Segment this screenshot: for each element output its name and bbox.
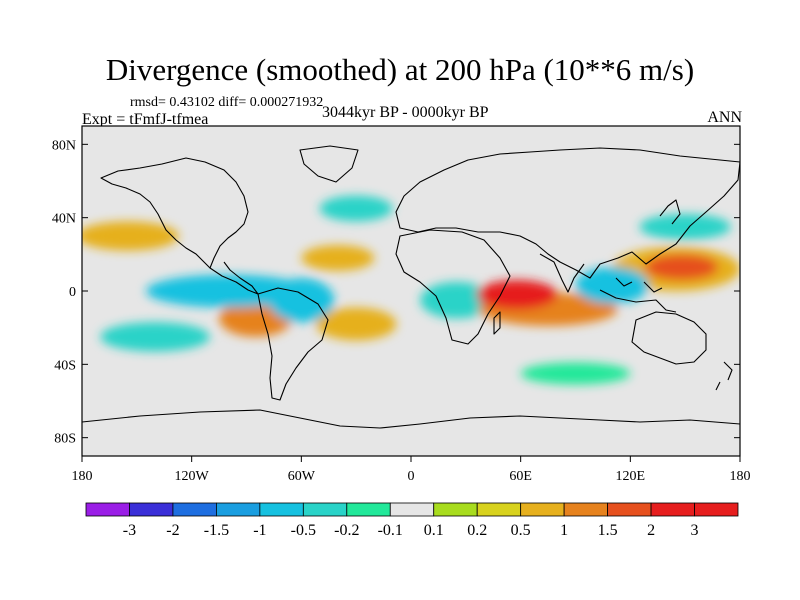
colorbar-label-3: -1 bbox=[253, 522, 266, 539]
x-tick-label-2: 60W bbox=[288, 469, 316, 484]
coast-south-america bbox=[257, 287, 329, 401]
season-label: ANN bbox=[707, 109, 742, 126]
field-southern-ocean-negative bbox=[520, 362, 631, 385]
field-south-atlantic-positive bbox=[315, 307, 397, 341]
colorbar-label-2: -1.5 bbox=[204, 522, 229, 539]
colorbar-label-0: -3 bbox=[123, 522, 136, 539]
colorbar-swatch-13 bbox=[650, 502, 695, 517]
colorbar-swatch-6 bbox=[346, 502, 391, 517]
colorbar-label-7: 0.1 bbox=[424, 522, 444, 539]
colorbar-swatch-4 bbox=[259, 502, 304, 517]
x-tick-label-4: 60E bbox=[509, 469, 532, 484]
colorbar: -3 -2 -1.5 -1 -0.5 -0.2 -0.1 0.1 0.2 0.5 1 1.5 2 3 bbox=[85, 502, 739, 539]
field-africa-negative bbox=[420, 281, 494, 319]
field-north-pacific-positive bbox=[82, 221, 179, 251]
stats-text: rmsd= 0.43102 diff= 0.000271932 bbox=[130, 95, 324, 110]
coast-north-america bbox=[100, 157, 249, 269]
experiment-label: Expt = tFmfJ-tfmea bbox=[82, 111, 209, 128]
colorbar-label-11: 1.5 bbox=[598, 522, 618, 539]
colorbar-swatch-2 bbox=[172, 502, 217, 517]
colorbar-swatch-14 bbox=[694, 502, 739, 517]
x-tick-label-3: 0 bbox=[408, 469, 415, 484]
period-label: 3044kyr BP - 0000kyr BP bbox=[322, 104, 489, 121]
coast-europe bbox=[395, 147, 740, 279]
colorbar-swatch-0 bbox=[85, 502, 130, 517]
y-tick-label-1: 40N bbox=[52, 212, 76, 227]
colorbar-swatch-12 bbox=[607, 502, 652, 517]
x-tick-label-5: 120E bbox=[616, 469, 646, 484]
colorbar-swatch-9 bbox=[476, 502, 522, 517]
colorbar-swatch-3 bbox=[215, 502, 261, 517]
colorbar-label-6: -0.1 bbox=[378, 522, 403, 539]
y-tick-label-2: 0 bbox=[69, 285, 76, 300]
coast-australia bbox=[631, 311, 707, 365]
colorbar-swatch-11 bbox=[563, 502, 609, 517]
colorbar-label-13: 3 bbox=[691, 522, 699, 539]
colorbar-swatch-1 bbox=[129, 502, 174, 517]
field-amazon-negative bbox=[268, 278, 335, 323]
x-tick-label-1: 120W bbox=[175, 469, 210, 484]
axes-layer: 180 120W 60W 0 60E 120E 180 80N 40N 0 40S 80S bbox=[52, 138, 751, 484]
field-north-pacific-negative bbox=[639, 214, 731, 240]
coast-india bbox=[539, 253, 585, 293]
colorbar-label-1: -2 bbox=[166, 522, 179, 539]
colorbar-swatch-7 bbox=[389, 502, 435, 517]
x-tick-label-6: 180 bbox=[730, 469, 751, 484]
coast-madagascar bbox=[493, 311, 501, 335]
colorbar-swatch-10 bbox=[520, 502, 565, 517]
y-tick-label-4: 80S bbox=[54, 432, 76, 447]
x-tick-label-0: 180 bbox=[72, 469, 93, 484]
colorbar-label-9: 0.5 bbox=[511, 522, 531, 539]
coast-africa bbox=[395, 229, 511, 345]
coast-greenland bbox=[299, 145, 359, 183]
field-west-pacific-positive bbox=[644, 254, 719, 280]
field-indian-ocean-positive-max bbox=[476, 280, 558, 310]
colorbar-swatch-5 bbox=[302, 502, 348, 517]
colorbar-label-5: -0.2 bbox=[334, 522, 359, 539]
coast-new-zealand bbox=[715, 361, 733, 391]
colorbar-swatch-8 bbox=[433, 502, 478, 517]
field-south-pacific-negative bbox=[100, 322, 210, 352]
coast-antarctica bbox=[82, 409, 740, 429]
y-tick-label-0: 80N bbox=[52, 138, 76, 153]
field-indonesia-negative bbox=[575, 267, 649, 304]
coast-japan bbox=[659, 199, 681, 225]
coast-indonesia bbox=[599, 277, 677, 313]
colorbar-label-10: 1 bbox=[560, 522, 568, 539]
coastlines bbox=[82, 145, 740, 429]
field-layer bbox=[82, 195, 740, 385]
colorbar-label-8: 0.2 bbox=[467, 522, 487, 539]
y-tick-label-3: 40S bbox=[54, 358, 76, 373]
colorbar-label-12: 2 bbox=[647, 522, 655, 539]
colorbar-label-4: -0.5 bbox=[291, 522, 316, 539]
field-atlantic-positive bbox=[301, 245, 375, 271]
field-north-atlantic-negative bbox=[319, 195, 393, 222]
chart-title: Divergence (smoothed) at 200 hPa (10**6 … bbox=[105, 52, 695, 87]
